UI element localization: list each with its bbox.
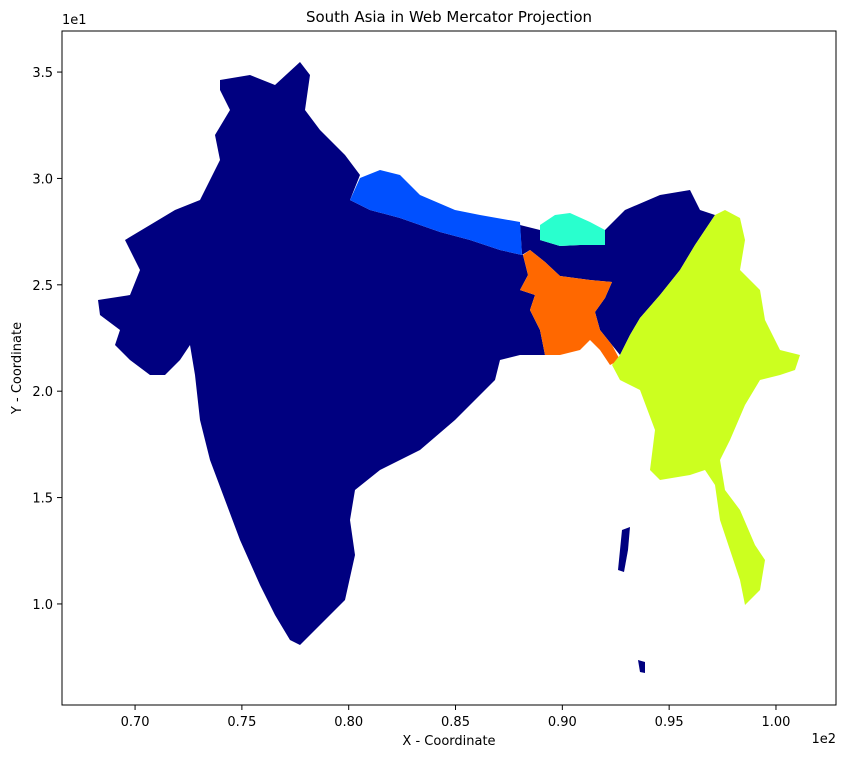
- x-axis-label: X - Coordinate: [402, 734, 495, 749]
- region: [540, 213, 605, 246]
- region: [520, 190, 715, 355]
- region: [638, 660, 645, 673]
- y-tick-label: 1.5: [32, 492, 53, 507]
- x-offset-label: 1e2: [811, 732, 836, 747]
- y-offset-label: 1e1: [62, 13, 87, 28]
- x-tick-label: 0.70: [121, 715, 150, 730]
- y-tick-label: 2.0: [32, 385, 53, 400]
- map-regions: [98, 62, 800, 673]
- x-tick-label: 0.90: [548, 715, 577, 730]
- x-tick-label: 0.80: [334, 715, 363, 730]
- x-tick-label: 0.75: [227, 715, 256, 730]
- y-tick-label: 3.0: [32, 172, 53, 187]
- y-tick-label: 3.5: [32, 66, 53, 81]
- y-tick-label: 1.0: [32, 598, 53, 613]
- plot-frame: [61, 30, 837, 706]
- region: [612, 210, 800, 605]
- region: [520, 250, 620, 365]
- x-tick-label: 1.00: [761, 715, 790, 730]
- region: [350, 170, 522, 255]
- region: [98, 62, 545, 645]
- x-tick-label: 0.95: [655, 715, 684, 730]
- chart-title: South Asia in Web Mercator Projection: [306, 8, 592, 26]
- y-tick-label: 2.5: [32, 279, 53, 294]
- region: [618, 527, 630, 572]
- y-axis-label: Y - Coordinate: [10, 322, 25, 415]
- x-tick-label: 0.85: [441, 715, 470, 730]
